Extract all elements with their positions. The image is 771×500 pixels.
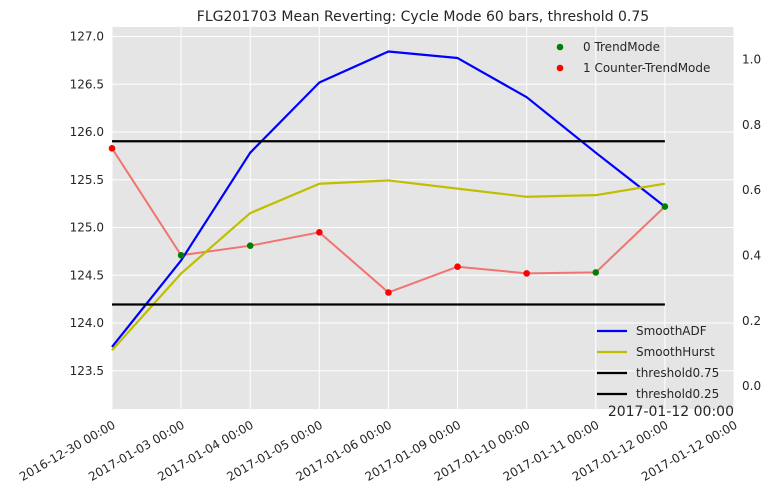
scatter-point (523, 270, 530, 277)
y-right-tick-label: 0.6 (742, 183, 761, 197)
y-right-tick-label: 0.0 (742, 379, 761, 393)
x-offset-label: 2017-01-12 00:00 (608, 404, 734, 420)
scatter-point (661, 203, 669, 210)
chart-title: FLG201703 Mean Reverting: Cycle Mode 60 … (197, 9, 649, 25)
legend-top: 0 TrendMode 1 Counter-TrendMode (556, 40, 710, 75)
y-left-tick-label: 127.0 (70, 30, 104, 44)
y-axis-right-ticks: 0.0 0.2 0.4 0.6 0.8 1.0 (742, 53, 761, 393)
grid (111, 27, 735, 409)
y-left-tick-label: 125.5 (70, 173, 104, 187)
y-left-tick-label: 123.5 (70, 364, 104, 378)
y-axis-left-ticks: 123.5 124.0 124.5 125.0 125.5 126.0 126.5 127.0 (70, 30, 104, 378)
scatter-point (385, 289, 392, 296)
legend-label: 0 TrendMode (583, 40, 660, 54)
legend-label: threshold0.75 (636, 366, 719, 380)
scatter-point (246, 242, 254, 249)
y-right-tick-label: 0.8 (742, 118, 761, 132)
legend-label: SmoothHurst (636, 345, 715, 359)
y-left-tick-label: 126.0 (70, 125, 104, 139)
y-right-tick-label: 0.2 (742, 314, 761, 328)
scatter-point (108, 144, 116, 152)
scatter-point (177, 251, 185, 259)
y-left-tick-label: 124.0 (70, 316, 104, 330)
scatter-point (454, 263, 461, 271)
series-smoothadf-line (111, 50, 666, 348)
y-left-tick-label: 126.5 (70, 77, 104, 91)
legend-marker (556, 64, 564, 72)
legend-bottom: SmoothADF SmoothHurst threshold0.75 thresho… (597, 324, 719, 401)
legend-label: threshold0.25 (636, 387, 719, 401)
legend-label: 1 Counter-TrendMode (583, 61, 710, 75)
plot-background (112, 27, 734, 409)
scatter-point (592, 269, 600, 276)
scatter-layer (108, 144, 669, 296)
legend-marker (556, 43, 564, 51)
y-right-tick-label: 0.4 (742, 249, 761, 263)
series-smoothhurst-line (111, 179, 666, 351)
y-right-tick-label: 1.0 (742, 53, 761, 67)
legend-label: SmoothADF (636, 324, 707, 338)
scatter-point (316, 229, 323, 236)
y-left-tick-label: 124.5 (70, 268, 104, 282)
y-left-tick-label: 125.0 (70, 221, 104, 235)
